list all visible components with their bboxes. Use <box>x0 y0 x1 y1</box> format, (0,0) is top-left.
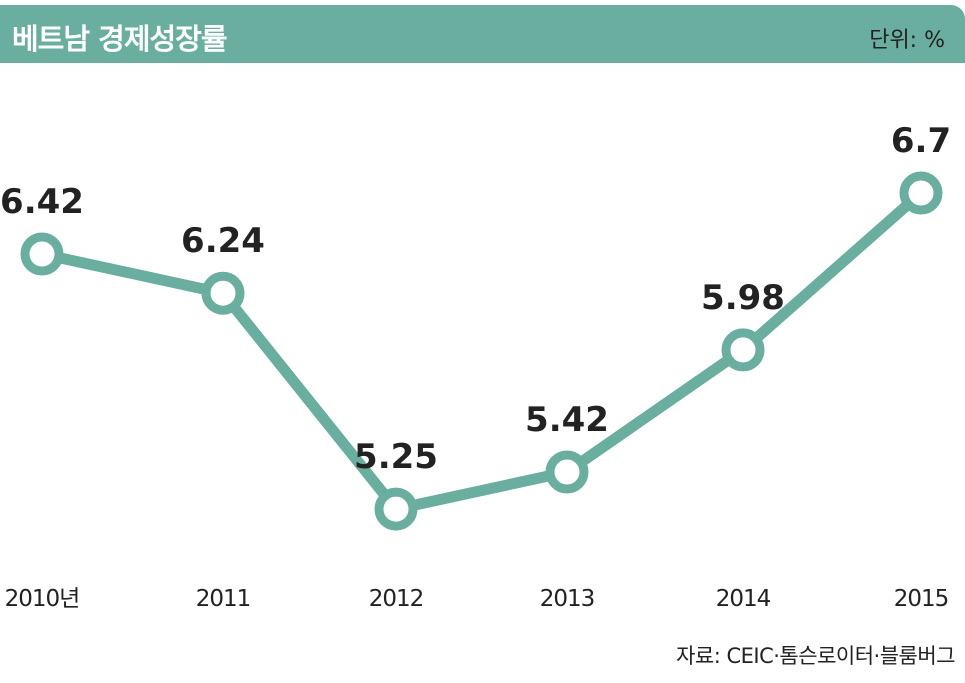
x-tick-label-4: 2014 <box>716 586 771 612</box>
x-tick-label-2: 2012 <box>369 586 424 612</box>
data-point-2013 <box>545 450 589 494</box>
x-tick-label-5: 2015 <box>894 586 949 612</box>
data-label-2011: 6.24 <box>181 221 265 261</box>
data-label-2013: 5.42 <box>525 400 609 440</box>
data-point-2011 <box>201 271 245 315</box>
x-tick-label-1: 2011 <box>196 586 251 612</box>
data-label-2010년: 6.42 <box>0 182 84 222</box>
x-tick-label-0: 2010년 <box>5 586 80 612</box>
data-point-2012 <box>374 487 418 531</box>
chart-title: 베트남 경제성장률 <box>12 22 228 56</box>
x-tick-label-3: 2013 <box>540 586 595 612</box>
data-point-2015 <box>899 171 943 215</box>
unit-label: 단위: % <box>869 28 945 53</box>
series-line-layer <box>36 187 927 515</box>
data-label-layer: 6.42 6.24 5.25 5.42 5.98 6.7 <box>0 121 951 477</box>
data-label-2012: 5.25 <box>354 437 438 477</box>
data-label-2014: 5.98 <box>701 278 785 318</box>
x-tick-layer: 2010년 2011 2012 2013 2014 2015 <box>5 586 950 612</box>
chart-header-bar: 베트남 경제성장률 단위: % <box>0 5 965 63</box>
data-point-layer <box>20 171 943 531</box>
source-note: 자료: CEIC·톰슨로이터·블룸버그 <box>676 644 955 668</box>
data-label-2015: 6.7 <box>891 121 951 161</box>
data-point-2014 <box>721 328 765 372</box>
series-line <box>36 187 927 515</box>
data-point-2010년 <box>20 232 64 276</box>
